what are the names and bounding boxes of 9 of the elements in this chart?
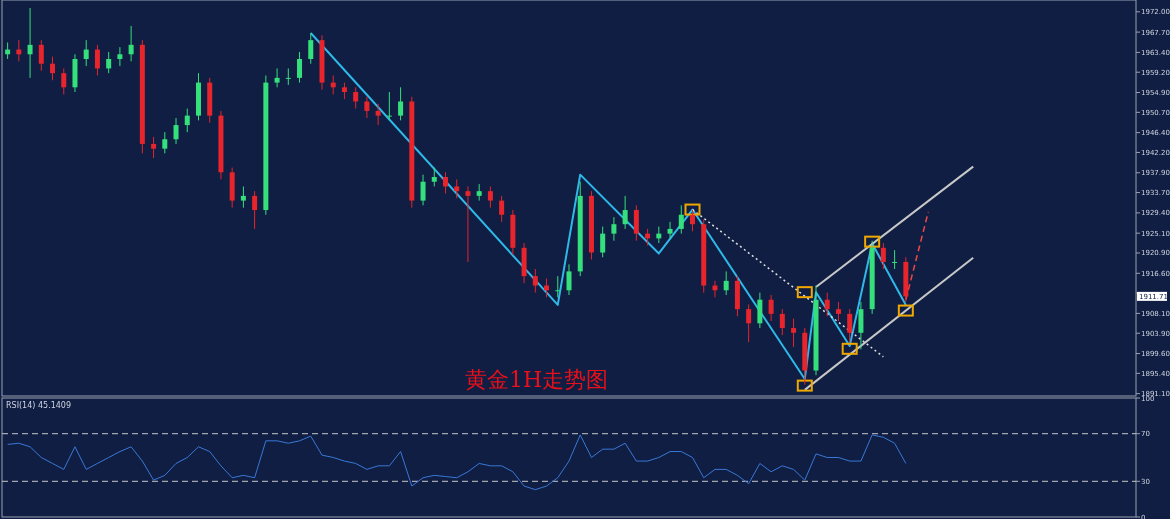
point	[684, 203, 701, 216]
point	[841, 342, 858, 355]
point	[796, 286, 813, 299]
chart-title: RSI(14) 45.1409	[6, 401, 72, 410]
annotation: 黄金1H走势图	[465, 367, 609, 392]
point	[864, 235, 881, 248]
point	[897, 304, 914, 317]
point	[796, 379, 813, 392]
line-series	[7, 434, 907, 491]
